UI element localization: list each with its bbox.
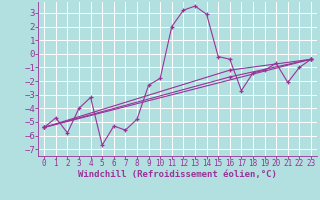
X-axis label: Windchill (Refroidissement éolien,°C): Windchill (Refroidissement éolien,°C) [78,170,277,179]
